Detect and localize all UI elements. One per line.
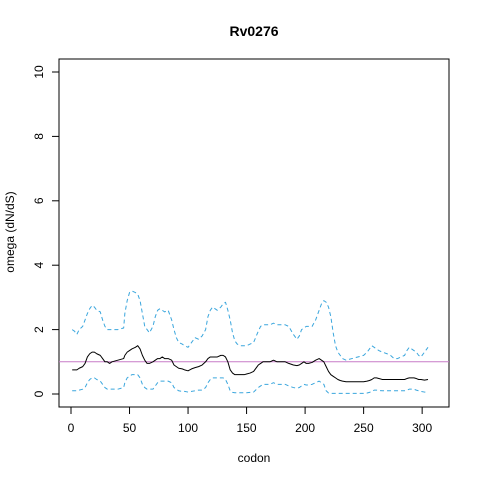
- y-tick-label: 8: [32, 133, 46, 140]
- series-line-upper: [71, 290, 429, 361]
- y-tick-label: 10: [32, 65, 46, 79]
- x-tick-label: 200: [295, 421, 315, 435]
- series-line-lower: [72, 374, 429, 394]
- chart-title: Rv0276: [229, 23, 278, 39]
- x-tick-label: 300: [412, 421, 432, 435]
- y-tick-label: 4: [32, 262, 46, 269]
- y-tick-label: 2: [32, 326, 46, 333]
- plot-layer: 0 50 100 150 200 250 300 0 2 4 6 8 10: [32, 58, 450, 435]
- x-tick-label: 50: [123, 421, 137, 435]
- plot-frame: [58, 58, 450, 408]
- x-tick-label: 150: [237, 421, 257, 435]
- y-tick-label: 6: [32, 197, 46, 204]
- x-axis-label: codon: [238, 451, 271, 465]
- series-line-estimate: [72, 345, 429, 383]
- y-axis-label: omega (dN/dS): [3, 191, 17, 272]
- x-tick-label: 100: [178, 421, 198, 435]
- y-tick-label: 0: [32, 390, 46, 397]
- x-tick-label: 0: [68, 421, 75, 435]
- x-tick-label: 250: [354, 421, 374, 435]
